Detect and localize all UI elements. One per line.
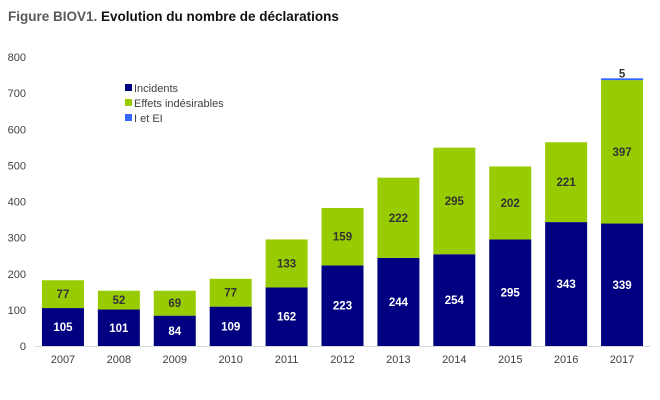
data-label: 221 xyxy=(557,177,577,189)
data-label: 397 xyxy=(612,147,631,159)
x-tick-label: 2016 xyxy=(554,354,578,366)
data-label: 159 xyxy=(333,232,352,244)
value-labels: 105 77 101 52 84 69 109 77 162 133 223 159 244 222 254… xyxy=(53,68,631,338)
y-tick-label: 100 xyxy=(8,305,26,317)
bar-segment-1-2012 xyxy=(321,208,364,266)
bar-segment-0-2009 xyxy=(153,315,196,346)
y-tick-label: 800 xyxy=(8,52,26,64)
figure-title: Evolution du nombre de déclarations xyxy=(101,9,339,24)
y-axis: 0 100 200 300 400 500 600 700 800 xyxy=(8,52,26,353)
y-tick-label: 700 xyxy=(8,88,26,100)
bar-segment-0-2017 xyxy=(601,223,644,346)
y-tick-label: 0 xyxy=(20,341,26,353)
y-tick-label: 300 xyxy=(8,233,26,245)
bar-segment-1-2016 xyxy=(545,142,588,223)
data-label: 77 xyxy=(57,289,70,301)
legend-swatch xyxy=(125,114,132,121)
x-tick-label: 2011 xyxy=(275,354,299,366)
data-label: 84 xyxy=(168,326,181,338)
figure-label: Figure BIOV1. xyxy=(8,9,98,24)
data-label: 244 xyxy=(389,297,409,309)
bar-segment-0-2013 xyxy=(377,257,420,346)
legend-label: I et EI xyxy=(134,113,163,125)
data-label: 343 xyxy=(557,279,576,291)
y-tick-label: 500 xyxy=(8,160,26,172)
data-label: 339 xyxy=(612,280,631,292)
bar-segment-0-2008 xyxy=(97,309,140,346)
bar-segment-0-2007 xyxy=(41,308,84,346)
x-tick-label: 2014 xyxy=(442,354,466,366)
bar-segment-0-2014 xyxy=(433,254,476,346)
data-label: 222 xyxy=(389,213,408,225)
bar-segment-0-2012 xyxy=(321,265,364,346)
x-tick-label: 2013 xyxy=(386,354,410,366)
legend-swatch xyxy=(125,99,132,106)
bar-segment-1-2008 xyxy=(97,290,140,310)
bar-segment-1-2013 xyxy=(377,177,420,258)
data-label: 162 xyxy=(277,312,296,324)
x-tick-label: 2012 xyxy=(330,354,354,366)
legend: Incidents Effets indésirables I et EI xyxy=(125,83,224,125)
x-axis: 2007 2008 2009 2010 2011 2012 2013 2014 2015 2016… xyxy=(51,354,635,366)
data-label: 295 xyxy=(445,196,465,208)
bar-segment-1-2014 xyxy=(433,147,476,255)
data-label: 69 xyxy=(168,298,181,310)
bar-segment-1-2017 xyxy=(601,80,644,224)
bar-segment-0-2010 xyxy=(209,306,252,346)
x-tick-label: 2009 xyxy=(163,354,187,366)
data-label: 223 xyxy=(333,301,352,313)
legend-swatch xyxy=(125,84,132,91)
data-label: 77 xyxy=(224,288,237,300)
bar-segment-1-2007 xyxy=(41,280,84,309)
data-label: 202 xyxy=(501,198,520,210)
bar-segment-2-2017 xyxy=(601,78,644,81)
data-label: 52 xyxy=(112,295,125,307)
chart-title: Figure BIOV1. Evolution du nombre de déc… xyxy=(8,9,339,24)
y-tick-label: 200 xyxy=(8,269,26,281)
x-tick-label: 2017 xyxy=(610,354,634,366)
data-label: 133 xyxy=(277,258,296,270)
bar-segment-1-2009 xyxy=(153,290,196,316)
bar-segment-1-2010 xyxy=(209,278,252,307)
data-label: 295 xyxy=(501,288,521,300)
bar-segment-1-2011 xyxy=(265,239,308,288)
data-label: 5 xyxy=(619,68,626,80)
x-tick-label: 2008 xyxy=(107,354,131,366)
bars xyxy=(41,78,644,346)
x-tick-label: 2015 xyxy=(498,354,522,366)
x-tick-label: 2007 xyxy=(51,354,75,366)
x-tick-label: 2010 xyxy=(218,354,242,366)
legend-label: Effets indésirables xyxy=(134,98,224,110)
data-label: 109 xyxy=(221,321,240,333)
data-label: 254 xyxy=(445,295,465,307)
bar-segment-1-2015 xyxy=(489,166,532,240)
bar-segment-0-2011 xyxy=(265,287,308,346)
y-tick-label: 600 xyxy=(8,124,26,136)
bar-segment-0-2016 xyxy=(545,222,588,346)
bar-segment-0-2015 xyxy=(489,239,532,346)
legend-label: Incidents xyxy=(134,83,179,95)
y-tick-label: 400 xyxy=(8,197,26,209)
data-label: 101 xyxy=(109,323,129,335)
data-label: 105 xyxy=(53,322,73,334)
